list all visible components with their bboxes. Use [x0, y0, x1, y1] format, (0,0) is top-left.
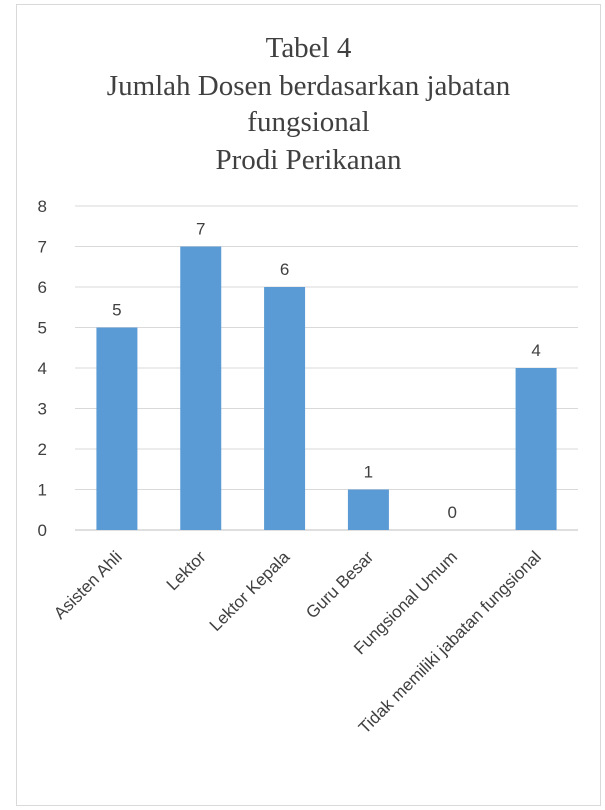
data-label: 5 [112, 301, 121, 320]
data-label: 6 [280, 260, 289, 279]
chart-title-line-4: Prodi Perikanan [215, 144, 402, 176]
y-tick-label: 5 [38, 319, 47, 338]
x-tick-label: Asisten Ahli [50, 547, 126, 623]
chart-title-line-2: Jumlah Dosen berdasarkan jabatan [106, 70, 511, 102]
y-tick-label: 4 [38, 359, 47, 378]
bar [180, 246, 222, 530]
x-tick-label: Lektor [163, 547, 210, 594]
data-label: 1 [364, 463, 373, 482]
y-tick-label: 3 [38, 400, 47, 419]
x-tick-label: Guru Besar [302, 547, 377, 622]
y-tick-label: 1 [38, 481, 47, 500]
y-tick-label: 8 [38, 197, 47, 216]
data-label: 7 [196, 220, 205, 239]
x-tick-label: Lektor Kepala [206, 547, 294, 635]
y-tick-label: 7 [38, 238, 47, 257]
bar [515, 368, 557, 530]
bar [96, 327, 138, 530]
bar [347, 489, 389, 530]
x-tick-label: Tidak memiliki jabatan fungsional [355, 547, 545, 737]
chart-title-line-3: fungsional [247, 106, 370, 138]
y-tick-label: 0 [38, 521, 47, 540]
chart-title-line-1: Tabel 4 [265, 32, 352, 64]
data-label: 0 [448, 503, 457, 522]
y-tick-label: 6 [38, 278, 47, 297]
y-tick-label: 2 [38, 440, 47, 459]
bar [264, 287, 306, 530]
data-label: 4 [531, 341, 540, 360]
